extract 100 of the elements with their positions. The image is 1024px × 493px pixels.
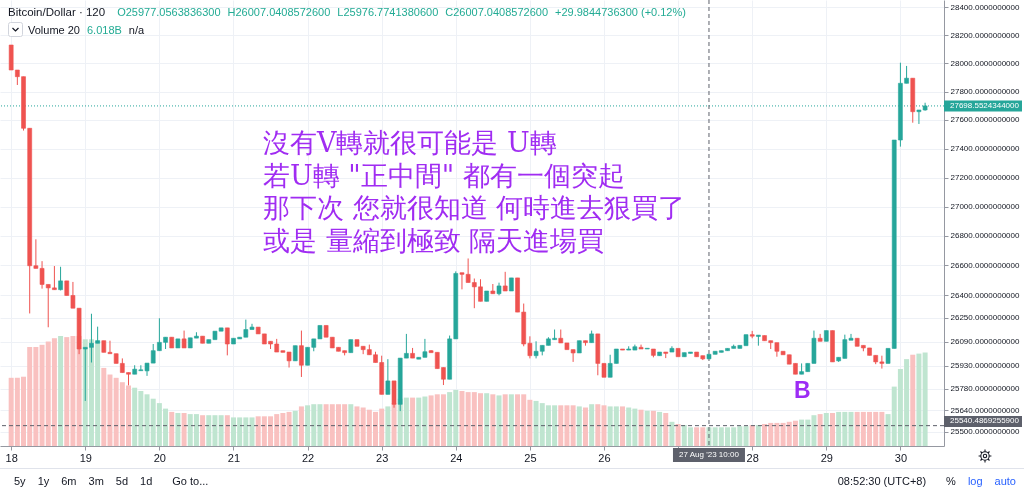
ref-line-label: 27 Aug '23 10:00 — [679, 450, 740, 459]
bar — [484, 393, 490, 446]
y-tick-label: 25930.0000000000 — [950, 361, 1021, 371]
annotation: C26007.0408572600 — [445, 6, 549, 18]
annotation: 若U轉 "正中間" 都有一個突起 — [263, 159, 626, 192]
y-tick-label: 27400.0000000000 — [950, 144, 1021, 154]
bar — [823, 413, 829, 446]
y-tick-label: 26250.0000000000 — [950, 313, 1021, 323]
bar — [181, 413, 187, 446]
candlestick — [225, 327, 230, 356]
bar — [490, 394, 496, 446]
x-tick-label: 18 — [5, 451, 18, 464]
bar — [576, 406, 582, 446]
ref-line-label: 27698.5524344000 — [950, 100, 1020, 110]
bar — [582, 407, 588, 446]
bar — [354, 406, 360, 446]
ref-line-label: 25540.4869255900 — [950, 416, 1020, 426]
x-tick-label: 22 — [301, 451, 315, 464]
annotation: B — [794, 377, 811, 403]
x-tick-label: 28 — [746, 451, 759, 464]
bar — [292, 410, 298, 446]
candlestick — [638, 344, 644, 350]
x-tick-label: 29 — [820, 451, 833, 464]
chart-title: Bitcoin/Dollar · 120 — [8, 6, 106, 18]
bar — [169, 411, 175, 446]
candlestick — [299, 330, 304, 378]
text: 08:52:30 (UTC+8) — [837, 475, 927, 487]
bar — [817, 414, 823, 446]
annotation: +29.9844736300 (+0.12%) — [555, 6, 686, 18]
x-tick-label: 19 — [79, 451, 92, 464]
annotation: 沒有V轉就很可能是 U轉 — [263, 127, 558, 160]
bar — [58, 336, 64, 446]
candlestick — [502, 271, 508, 292]
y-tick-label: 28400.0000000000 — [950, 2, 1021, 12]
bar — [669, 421, 675, 446]
y-tick-label: 26600.0000000000 — [950, 260, 1021, 270]
annotation: L25976.7741380600 — [337, 6, 439, 18]
text: 1d — [140, 475, 153, 487]
bar — [644, 410, 650, 446]
annotation: H26007.0408572600 — [227, 6, 331, 18]
bar — [638, 409, 644, 446]
candlestick — [817, 333, 823, 342]
x-tick-label: 25 — [524, 451, 537, 464]
text: 5y — [14, 475, 26, 487]
bar — [589, 404, 595, 446]
annotation: 那下次 您就很知道 何時進去狠買了 — [263, 192, 686, 225]
y-tick-label: 28200.0000000000 — [950, 30, 1021, 40]
y-tick-label: 26400.0000000000 — [950, 290, 1021, 300]
bar — [620, 406, 626, 446]
bar — [410, 397, 416, 446]
annotation: 或是 量縮到極致 隔天進場買 — [263, 224, 606, 257]
bar — [218, 415, 224, 446]
bar — [848, 411, 854, 446]
bar — [249, 417, 255, 446]
bar — [502, 394, 508, 446]
text: % — [946, 475, 956, 487]
y-tick-label: 27800.0000000000 — [950, 87, 1021, 97]
y-tick-label: 25500.0000000000 — [950, 427, 1021, 437]
text: 6m — [61, 475, 77, 487]
bar — [496, 395, 502, 446]
annotation: 6.018B — [86, 24, 122, 36]
bar — [675, 424, 681, 446]
y-tick-label: 27600.0000000000 — [950, 115, 1021, 125]
bar — [829, 413, 835, 446]
text: log — [967, 475, 983, 487]
bar — [570, 405, 576, 446]
bar — [348, 404, 354, 446]
text: 1y — [37, 475, 50, 487]
text: Go to... — [172, 475, 209, 487]
bar — [749, 425, 755, 446]
y-tick-label: 27200.0000000000 — [950, 173, 1021, 183]
x-tick-label: 20 — [153, 451, 167, 464]
bar — [755, 425, 761, 446]
bar — [459, 391, 465, 446]
x-tick-label: 30 — [894, 451, 908, 464]
bar — [200, 415, 206, 446]
annotation: n/a — [128, 24, 145, 36]
annotation: O25977.0563836300 — [117, 6, 221, 18]
bar — [508, 394, 514, 446]
bar — [922, 352, 928, 446]
bar — [743, 426, 749, 446]
text: auto — [994, 475, 1016, 487]
bar — [650, 410, 656, 446]
candlestick — [385, 358, 391, 395]
x-tick-label: 23 — [376, 451, 389, 464]
x-tick-label: 26 — [598, 451, 611, 464]
x-tick-label: 21 — [227, 451, 241, 464]
text: 3m — [88, 475, 104, 487]
bar — [916, 353, 922, 446]
y-tick-label: 27000.0000000000 — [950, 202, 1021, 212]
bar — [298, 406, 304, 446]
bar — [224, 415, 230, 446]
x-tick-label: 24 — [450, 451, 463, 464]
bar — [385, 406, 391, 446]
bar — [175, 413, 181, 446]
y-tick-label: 26800.0000000000 — [950, 231, 1021, 241]
bar — [286, 411, 292, 446]
chart-title: Volume 20 — [28, 24, 80, 36]
bar — [663, 413, 669, 446]
bar — [657, 411, 663, 446]
